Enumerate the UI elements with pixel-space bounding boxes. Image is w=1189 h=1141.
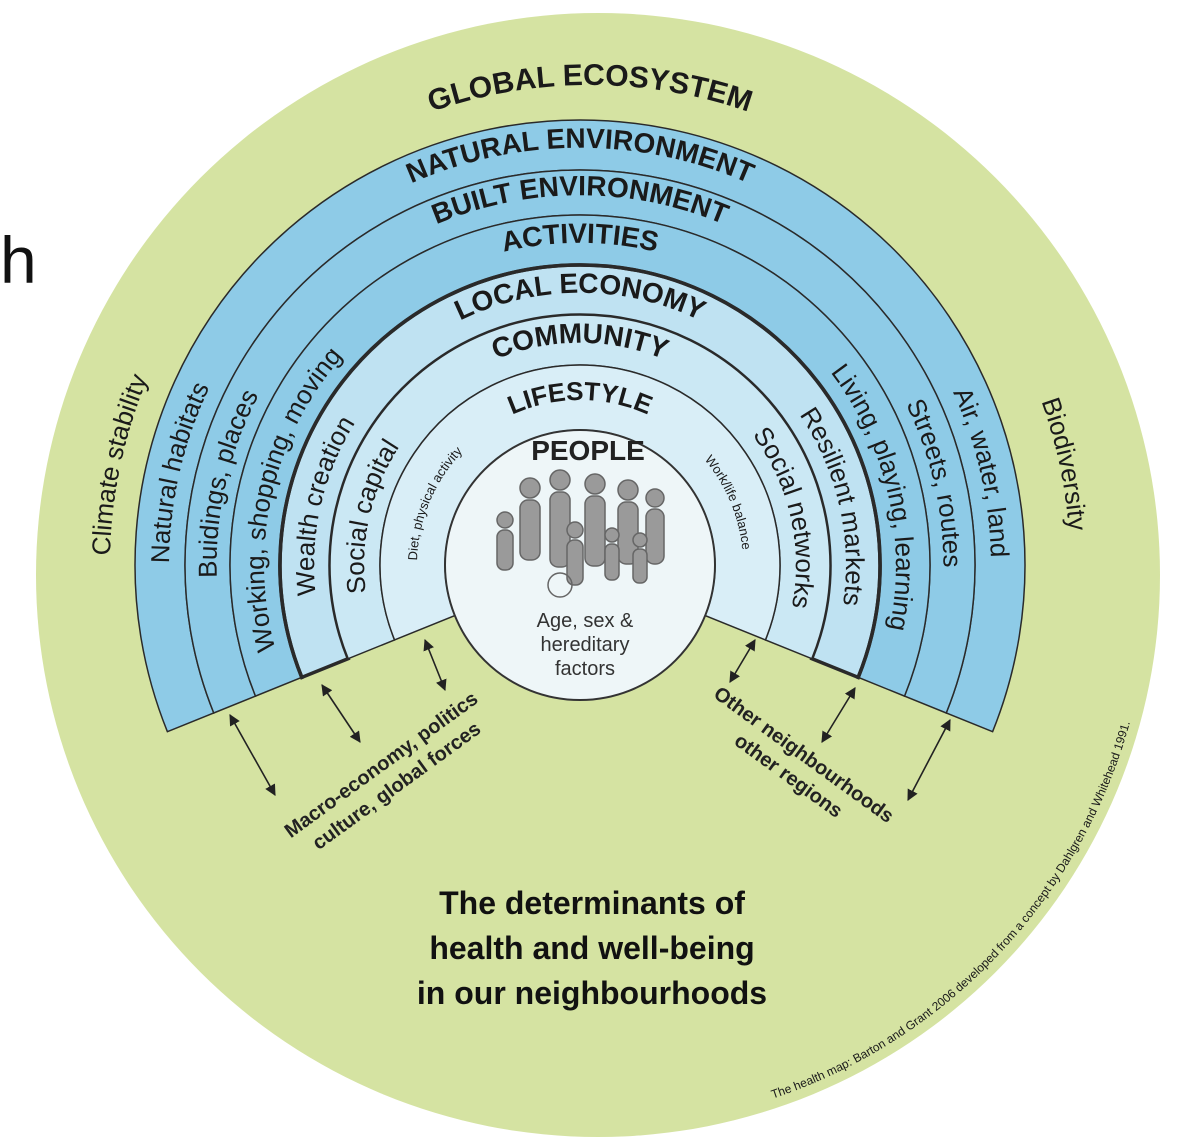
heading-line: in our neighbourhoods xyxy=(417,975,767,1011)
people-figures xyxy=(496,469,665,598)
band-outline xyxy=(278,263,882,680)
people-title: PEOPLE xyxy=(531,435,645,466)
arrow xyxy=(321,684,361,743)
arrow xyxy=(907,719,951,801)
arrow xyxy=(821,687,856,743)
people-line: Age, sex & xyxy=(537,610,634,632)
heading-line: health and well-being xyxy=(429,930,754,966)
people-line: factors xyxy=(555,658,615,680)
arrow xyxy=(423,638,447,692)
people-line: hereditary xyxy=(541,634,630,656)
arrow xyxy=(229,714,276,796)
arrows xyxy=(229,638,951,801)
text-fragment: h xyxy=(0,223,37,297)
heading-line: The determinants of xyxy=(439,885,745,921)
arrow xyxy=(729,639,756,683)
